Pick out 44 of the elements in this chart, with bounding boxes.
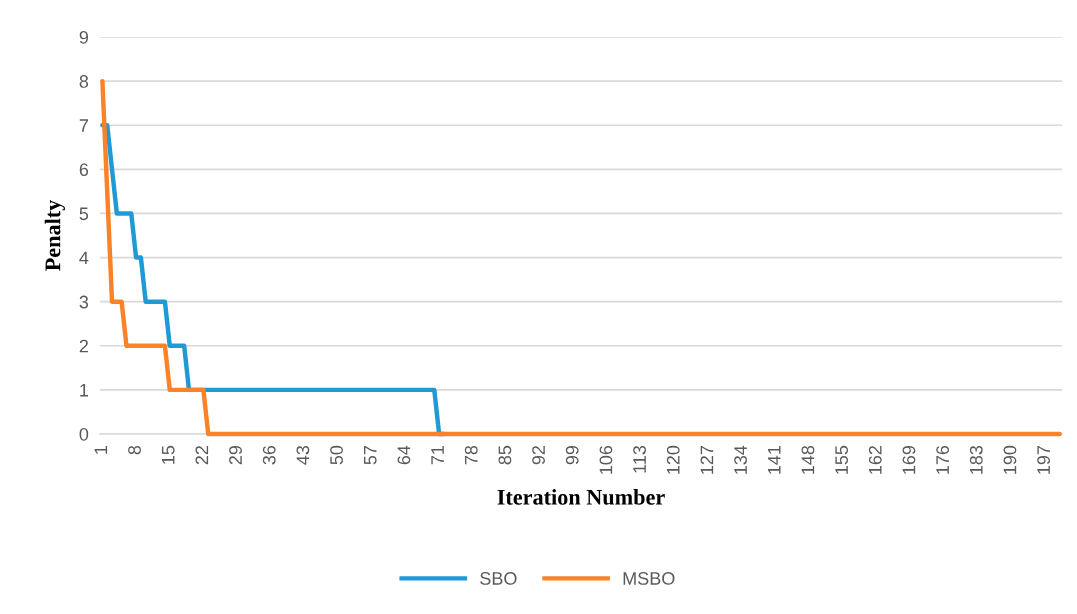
- x-tick-label: 176: [936, 445, 949, 474]
- x-tick-label: 36: [262, 445, 276, 465]
- x-tick-label: 71: [431, 445, 444, 465]
- line-series: [100, 78, 1062, 437]
- x-tick-label: 134: [734, 445, 747, 474]
- y-tick-label: 0: [79, 427, 89, 441]
- y-tick-label: 5: [79, 207, 89, 221]
- x-tick-label: 1: [94, 445, 108, 454]
- x-tick-label: 92: [532, 446, 545, 465]
- y-tick-label: 6: [79, 163, 89, 177]
- x-tick-label: 78: [464, 445, 478, 465]
- x-tick-label: 22: [195, 446, 209, 465]
- x-tick-label: 141: [768, 445, 781, 474]
- y-tick-label: 9: [79, 30, 89, 44]
- y-tick-label: 4: [79, 251, 89, 265]
- x-tick-label: 106: [599, 445, 613, 474]
- x-tick-label: 15: [161, 445, 175, 464]
- x-tick-label: 127: [700, 446, 714, 474]
- x-tick-label: 43: [296, 445, 310, 465]
- x-tick-label: 183: [969, 445, 983, 474]
- y-tick-label: 3: [79, 295, 89, 309]
- x-tick-label: 8: [128, 445, 141, 455]
- x-tick-label: 120: [666, 445, 680, 474]
- x-tick-label: 50: [330, 445, 343, 465]
- y-tick-label: 2: [79, 339, 88, 353]
- x-tick-label: 197: [1037, 446, 1051, 474]
- legend-label: MSBO: [623, 572, 675, 585]
- x-tick-label: 57: [364, 446, 377, 465]
- y-axis-title: Penalty: [44, 199, 65, 271]
- y-tick-label: 8: [79, 75, 89, 88]
- x-tick-label: 99: [565, 445, 579, 465]
- x-tick-label: 113: [633, 445, 646, 473]
- x-tick-label: 85: [498, 445, 512, 465]
- x-tick-label: 162: [868, 446, 882, 474]
- legend-label: SBO: [480, 572, 517, 585]
- y-tick-label: 7: [79, 119, 88, 132]
- x-tick-label: 148: [801, 445, 815, 474]
- x-tick-label: 64: [397, 445, 411, 465]
- y-tick-label: 1: [80, 384, 89, 397]
- x-axis-title: Iteration Number: [497, 489, 665, 505]
- x-tick-label: 169: [902, 445, 916, 474]
- x-tick-label: 190: [1003, 445, 1017, 474]
- x-tick-label: 29: [229, 445, 242, 465]
- x-tick-label: 155: [835, 445, 848, 474]
